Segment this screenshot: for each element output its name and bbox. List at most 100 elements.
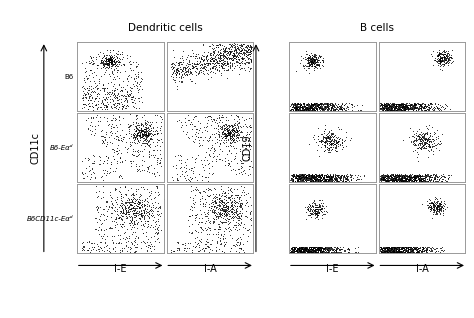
Point <box>88 104 95 109</box>
Point <box>319 172 326 177</box>
Point <box>399 109 406 114</box>
Point <box>389 176 397 181</box>
Point <box>153 184 161 189</box>
Point <box>294 177 302 183</box>
Point <box>118 196 125 201</box>
Point <box>422 108 429 113</box>
Point <box>311 101 319 106</box>
Point <box>404 176 412 182</box>
Point <box>213 116 220 121</box>
Point <box>302 173 310 178</box>
Point <box>174 240 182 245</box>
Point <box>300 250 307 255</box>
Point <box>247 218 255 223</box>
Point <box>411 177 419 182</box>
Point <box>398 105 405 110</box>
Point <box>235 46 243 52</box>
Point <box>332 248 339 253</box>
Point <box>240 185 247 190</box>
Point <box>417 141 424 146</box>
Point <box>218 202 226 207</box>
Point <box>409 107 417 112</box>
Point <box>341 102 349 107</box>
Point <box>175 60 183 65</box>
Point <box>200 70 207 75</box>
Point <box>96 91 103 96</box>
Point <box>431 101 439 106</box>
Point <box>310 200 318 205</box>
Point <box>301 107 308 113</box>
Point <box>292 247 300 252</box>
Point <box>307 210 314 215</box>
Point <box>148 132 155 137</box>
Point <box>306 247 314 252</box>
Point <box>304 56 312 61</box>
Point <box>309 174 316 179</box>
Point <box>147 212 155 218</box>
Point <box>237 47 245 52</box>
Point <box>317 140 325 145</box>
Point <box>319 105 327 110</box>
Point <box>108 55 116 60</box>
Point <box>321 248 328 253</box>
Point <box>436 177 443 182</box>
Point <box>130 201 138 206</box>
Point <box>97 59 105 64</box>
Point <box>376 176 383 182</box>
Point <box>141 132 149 137</box>
Point <box>414 174 421 179</box>
Point <box>422 140 429 145</box>
Point <box>301 104 309 109</box>
Point <box>433 204 440 209</box>
Point <box>406 105 413 110</box>
Point <box>293 247 301 252</box>
Point <box>406 249 413 254</box>
Point <box>288 104 295 109</box>
Point <box>129 197 137 202</box>
Point <box>220 45 228 51</box>
Point <box>310 55 318 60</box>
Point <box>236 240 244 245</box>
Point <box>439 176 447 181</box>
Point <box>195 71 203 76</box>
Point <box>412 137 419 142</box>
Point <box>310 107 318 112</box>
Point <box>202 238 210 243</box>
Point <box>387 104 395 109</box>
Point <box>293 173 301 178</box>
Point <box>377 103 385 108</box>
Point <box>428 54 436 59</box>
Point <box>173 239 181 245</box>
Point <box>199 189 206 194</box>
Point <box>106 203 113 208</box>
Point <box>386 103 393 108</box>
Point <box>415 251 423 256</box>
Point <box>378 174 385 179</box>
Point <box>173 171 180 176</box>
Point <box>203 55 210 60</box>
Point <box>412 173 419 178</box>
Point <box>289 104 296 109</box>
Point <box>214 132 221 137</box>
Point <box>135 209 143 214</box>
Point <box>437 57 444 62</box>
Point <box>313 57 320 62</box>
Point <box>221 207 229 212</box>
Point <box>135 95 143 100</box>
Point <box>342 180 349 185</box>
Point <box>191 132 199 137</box>
Point <box>396 249 403 254</box>
Point <box>247 143 255 149</box>
Point <box>318 250 326 255</box>
Point <box>134 130 141 135</box>
Point <box>230 56 238 61</box>
Point <box>131 97 138 102</box>
Point <box>155 239 163 245</box>
Point <box>310 52 318 57</box>
Point <box>384 107 392 112</box>
Point <box>207 134 214 139</box>
Point <box>312 54 319 59</box>
Point <box>383 177 391 182</box>
Point <box>140 210 148 215</box>
Point <box>190 114 197 120</box>
